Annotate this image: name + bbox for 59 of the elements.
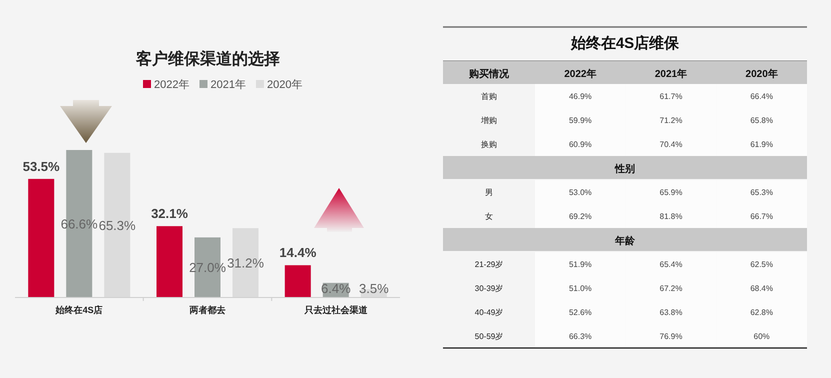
y-tick-label: 换购 <box>481 140 497 149</box>
data-label: 66.4% <box>750 92 774 101</box>
data-label: 53.0% <box>568 188 592 197</box>
data-label: 14.4% <box>279 245 317 260</box>
y-tick-label: 年龄 <box>614 235 636 247</box>
data-label: 63.8% <box>660 308 682 317</box>
bar <box>28 178 54 297</box>
data-label: 65.3% <box>750 188 774 197</box>
data-label: 71.2% <box>660 116 682 125</box>
chart-title: 始终在4S店维保 <box>570 34 680 52</box>
legend-label: 2021年 <box>210 79 246 91</box>
data-label: 53.5% <box>22 158 60 174</box>
data-label: 52.6% <box>568 308 592 317</box>
data-label: 65.9% <box>660 188 682 197</box>
data-label: 65.3% <box>98 218 136 233</box>
data-label: 59.9% <box>568 116 592 125</box>
data-label: 51.9% <box>568 260 592 269</box>
chart-title: 客户维保渠道的选择 <box>135 49 280 68</box>
data-label: 67.2% <box>660 284 682 293</box>
data-label: 76.9% <box>660 332 682 341</box>
data-label: 61.7% <box>660 92 682 101</box>
data-label: 31.2% <box>227 256 264 271</box>
data-label: 66.7% <box>750 212 774 221</box>
y-tick-label: 21-29岁 <box>474 260 504 269</box>
data-label: 81.8% <box>660 212 682 221</box>
data-label: 70.4% <box>660 140 682 149</box>
y-tick-label: 50-59岁 <box>474 332 504 341</box>
x-tick-label: 2022年 <box>564 68 596 80</box>
y-tick-label: 性别 <box>614 163 635 175</box>
x-tick-label: 2020年 <box>746 68 778 80</box>
legend-label: 2020年 <box>266 79 302 91</box>
bar <box>284 265 311 297</box>
data-label: 65.8% <box>750 116 774 125</box>
data-label: 32.1% <box>151 206 188 222</box>
data-label: 68.4% <box>750 284 774 293</box>
data-label: 61.9% <box>750 140 774 149</box>
y-tick-label: 女 <box>485 212 493 221</box>
data-label: 51.0% <box>568 284 592 293</box>
y-tick-label: 增购 <box>480 116 497 125</box>
y-tick-label: 30-39岁 <box>474 284 504 293</box>
data-label: 46.9% <box>568 92 592 101</box>
data-label: 60.9% <box>568 140 592 149</box>
x-tick-label: 2021年 <box>654 68 688 80</box>
y-tick-label: 首购 <box>481 92 497 101</box>
data-label: 66.3% <box>568 332 592 341</box>
data-label: 65.4% <box>660 260 682 269</box>
x-tick-label: 两者都去 <box>188 305 226 315</box>
x-tick-label: 只去过社会渠道 <box>303 305 368 315</box>
data-label: 62.8% <box>750 308 774 317</box>
data-label: 3.5% <box>359 281 390 296</box>
data-label: 69.2% <box>568 212 592 221</box>
x-tick-label: 始终在4S店 <box>54 305 103 315</box>
y-tick-label: 40-49岁 <box>474 308 504 317</box>
data-label: 62.5% <box>750 260 774 269</box>
y-axis-title: 购买情况 <box>468 68 510 80</box>
y-tick-label: 男 <box>485 188 493 197</box>
legend-label: 2022年 <box>154 79 190 91</box>
bar <box>156 226 182 297</box>
data-label: 60% <box>754 332 770 341</box>
